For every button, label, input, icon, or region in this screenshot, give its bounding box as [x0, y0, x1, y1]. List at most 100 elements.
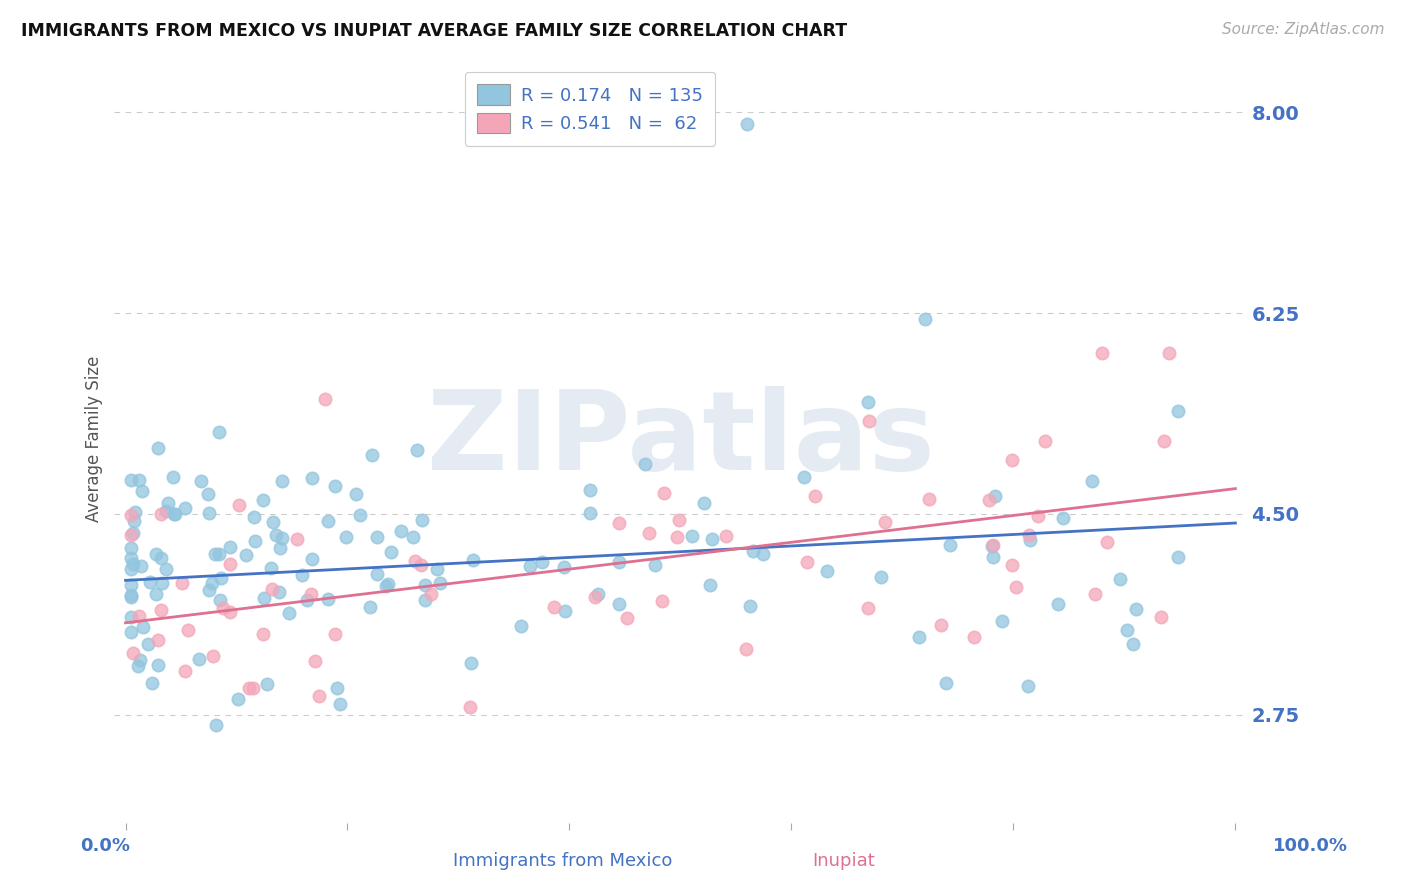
Point	[1005, 580, 1028, 594]
Point	[349, 508, 371, 522]
Point	[793, 470, 815, 484]
Point	[146, 658, 169, 673]
Point	[815, 564, 838, 578]
Point	[132, 620, 155, 634]
Point	[174, 665, 197, 679]
Point	[588, 587, 610, 601]
Point	[607, 598, 630, 612]
Point	[328, 697, 350, 711]
Point	[155, 562, 177, 576]
Point	[150, 576, 173, 591]
Point	[256, 677, 278, 691]
Point	[198, 583, 221, 598]
Point	[616, 610, 638, 624]
Point	[870, 570, 893, 584]
Point	[634, 457, 657, 471]
Point	[1084, 587, 1107, 601]
Point	[377, 577, 399, 591]
Point	[204, 718, 226, 732]
Point	[291, 567, 314, 582]
Point	[269, 585, 291, 599]
Point	[201, 648, 224, 663]
Point	[530, 555, 553, 569]
Point	[243, 510, 266, 524]
Point	[122, 557, 145, 571]
Point	[644, 558, 666, 572]
Point	[1122, 637, 1144, 651]
Point	[1001, 452, 1024, 467]
Point	[208, 425, 231, 439]
Point	[413, 578, 436, 592]
Point	[668, 513, 690, 527]
Point	[228, 498, 250, 512]
Point	[984, 489, 1007, 503]
Point	[270, 531, 292, 545]
Point	[1167, 549, 1189, 564]
Point	[201, 576, 224, 591]
Point	[1153, 434, 1175, 448]
Point	[404, 554, 426, 568]
Point	[120, 528, 142, 542]
Point	[127, 659, 149, 673]
Point	[583, 590, 606, 604]
Point	[146, 632, 169, 647]
Point	[652, 486, 675, 500]
Point	[295, 592, 318, 607]
Point	[579, 483, 602, 497]
Point	[429, 575, 451, 590]
Point	[316, 514, 339, 528]
Point	[609, 516, 631, 530]
Point	[692, 496, 714, 510]
Text: ZIPatlas: ZIPatlas	[426, 386, 935, 492]
Point	[122, 646, 145, 660]
Point	[929, 618, 952, 632]
Point	[260, 561, 283, 575]
Point	[981, 539, 1004, 553]
Point	[325, 681, 347, 695]
Point	[1052, 510, 1074, 524]
Point	[1081, 474, 1104, 488]
Point	[908, 630, 931, 644]
Point	[991, 614, 1014, 628]
Point	[264, 528, 287, 542]
Point	[252, 492, 274, 507]
Point	[1026, 509, 1049, 524]
Point	[124, 505, 146, 519]
Point	[271, 474, 294, 488]
Point	[637, 525, 659, 540]
Point	[1115, 623, 1137, 637]
Point	[120, 610, 142, 624]
Point	[149, 507, 172, 521]
Point	[380, 545, 402, 559]
Point	[120, 474, 142, 488]
Point	[198, 506, 221, 520]
Point	[519, 559, 541, 574]
Point	[242, 681, 264, 696]
Point	[120, 588, 142, 602]
Point	[120, 577, 142, 591]
Point	[413, 592, 436, 607]
Point	[1167, 404, 1189, 418]
Point	[208, 547, 231, 561]
Point	[245, 534, 267, 549]
Point	[375, 579, 398, 593]
Point	[304, 654, 326, 668]
Point	[461, 552, 484, 566]
Point	[543, 599, 565, 614]
Point	[177, 623, 200, 637]
Point	[981, 538, 1004, 552]
Point	[190, 474, 212, 488]
Point	[301, 586, 323, 600]
Point	[252, 626, 274, 640]
Point	[219, 541, 242, 555]
Point	[402, 530, 425, 544]
Point	[875, 515, 897, 529]
Point	[120, 625, 142, 640]
Point	[666, 530, 689, 544]
Point	[366, 530, 388, 544]
Point	[804, 489, 827, 503]
Point	[120, 508, 142, 523]
Point	[129, 653, 152, 667]
Point	[145, 547, 167, 561]
Point	[359, 599, 381, 614]
